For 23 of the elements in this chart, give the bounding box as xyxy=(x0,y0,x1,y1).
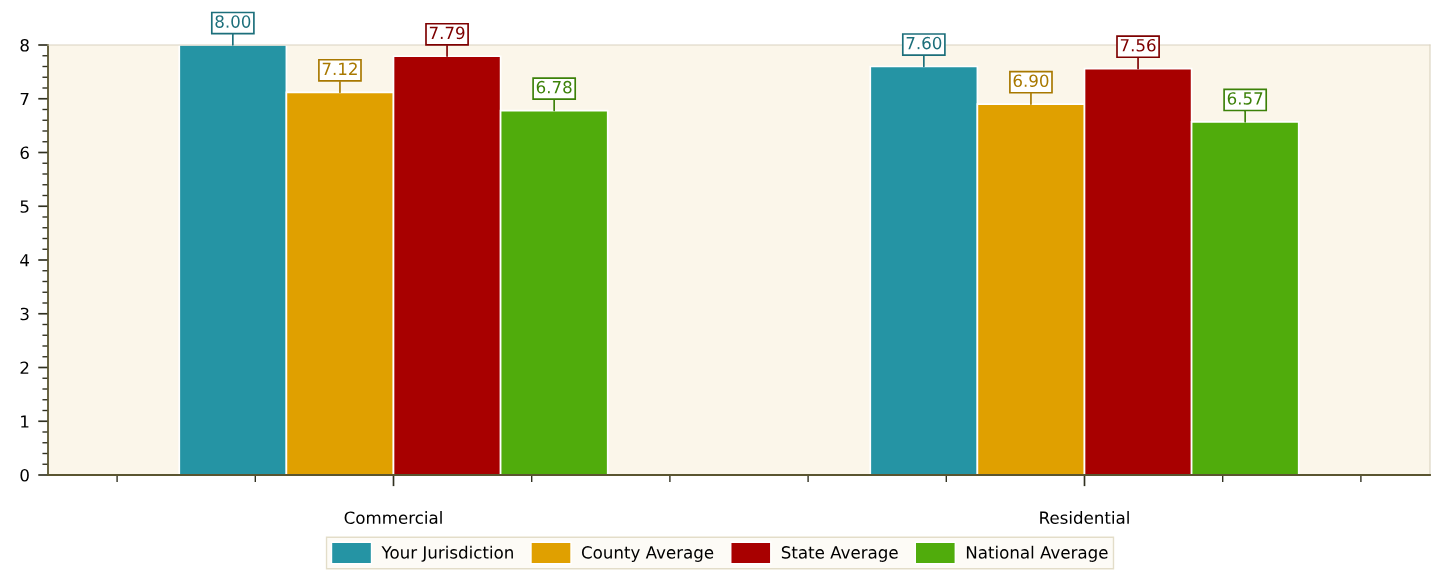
data-label: 8.00 xyxy=(215,15,251,28)
y-tick-label: 4 xyxy=(20,254,30,267)
y-tick-label: 6 xyxy=(20,146,29,160)
x-tick-label: Residential xyxy=(1040,511,1129,525)
y-tick-label: 3 xyxy=(20,307,29,321)
data-label: 7.60 xyxy=(906,36,942,50)
y-tick-label: 5 xyxy=(20,200,29,213)
data-label: 6.78 xyxy=(536,80,572,94)
data-label: 6.90 xyxy=(1013,74,1049,88)
data-label: 7.56 xyxy=(1120,38,1156,52)
y-tick-label: 2 xyxy=(20,361,29,374)
y-tick-label: 1 xyxy=(21,415,29,428)
legend-label: State Average xyxy=(781,546,898,562)
y-tick-label: 7 xyxy=(20,92,29,106)
legend-label: Your Jurisdiction xyxy=(381,545,513,562)
y-tick-label: 0 xyxy=(20,468,29,482)
x-tick-label: Commercial xyxy=(344,511,442,525)
data-label: 7.79 xyxy=(429,26,465,40)
legend-label: County Average xyxy=(581,546,714,562)
data-label: 6.57 xyxy=(1227,92,1263,105)
y-tick-label: 8 xyxy=(20,38,29,52)
legend-label: National Average xyxy=(966,545,1108,562)
data-label: 7.12 xyxy=(322,62,357,75)
